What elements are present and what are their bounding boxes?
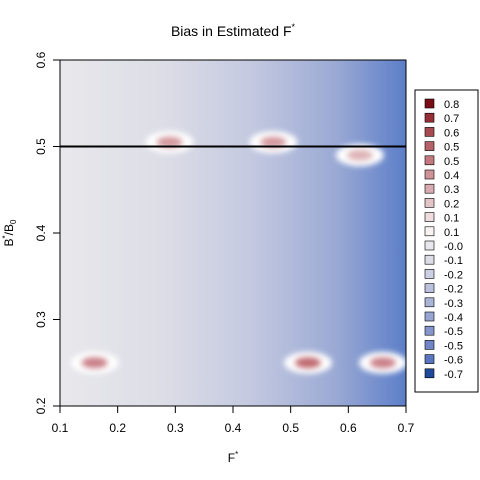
x-tick-label: 0.1 [52,421,69,435]
y-tick-label: 0.5 [34,138,48,155]
hotspot [295,357,321,368]
legend-label: -0.5 [444,326,463,338]
x-tick-label: 0.7 [398,421,415,435]
x-tick-label: 0.5 [282,421,299,435]
legend-swatch [425,312,434,321]
legend-label: 0.3 [444,184,459,196]
plot-area [60,60,407,406]
hotspot [82,357,108,368]
hotspot [370,357,396,368]
legend-swatch [425,340,434,349]
y-axis: 0.2 0.3 0.4 0.5 0.6 [34,51,60,414]
legend-label: 0.6 [444,127,459,139]
x-axis: 0.1 0.2 0.3 0.4 0.5 0.6 0.7 [52,406,415,435]
legend-swatch [425,369,434,378]
chart-title: Bias in Estimated F* [171,22,296,39]
legend-label: -0.1 [444,255,463,267]
heatmap-background [60,60,406,406]
legend-swatch [425,184,434,193]
x-axis-label: F* [228,450,238,465]
hotspot [347,150,373,161]
legend-label: 0.5 [444,156,459,168]
legend-label: -0.0 [444,241,463,253]
legend-swatch [425,241,434,250]
legend-swatch [425,198,434,207]
x-tick-label: 0.3 [167,421,184,435]
legend-swatch [425,284,434,293]
legend-swatch [425,213,434,222]
y-axis-label: B*/B0 [1,219,18,246]
y-tick-label: 0.4 [34,224,48,241]
legend-swatch [425,170,434,179]
legend-label: 0.1 [444,213,459,225]
legend-label: 0.5 [444,142,459,154]
legend-label: 0.4 [444,170,459,182]
legend-label: 0.2 [444,198,459,210]
legend-label: -0.2 [444,284,463,296]
legend-swatch [425,127,434,136]
legend-swatch [425,355,434,364]
legend-label: -0.6 [444,355,463,367]
legend-swatch [425,227,434,236]
y-tick-label: 0.3 [34,311,48,328]
legend-swatch [425,269,434,278]
legend-swatch [425,255,434,264]
legend-label: 0.8 [444,99,459,111]
x-tick-label: 0.6 [340,421,357,435]
legend-swatch [425,113,434,122]
legend-swatch [425,99,434,108]
legend: 0.8 0.7 0.6 0.5 0.5 0.4 0.3 0.2 0.1 0.1 -0.0 -0.1 -0… [415,90,478,392]
legend-swatch [425,326,434,335]
legend-swatch [425,156,434,165]
legend-swatch [425,142,434,151]
legend-label: -0.7 [444,369,463,381]
x-tick-label: 0.4 [225,421,242,435]
legend-label: -0.3 [444,298,463,310]
legend-label: 0.7 [444,113,459,125]
y-tick-label: 0.6 [34,51,48,68]
y-tick-label: 0.2 [34,397,48,414]
legend-label: -0.2 [444,269,463,281]
legend-label: -0.5 [444,340,463,352]
x-tick-label: 0.2 [109,421,126,435]
legend-label: -0.4 [444,312,463,324]
legend-swatch [425,298,434,307]
legend-label: 0.1 [444,227,459,239]
